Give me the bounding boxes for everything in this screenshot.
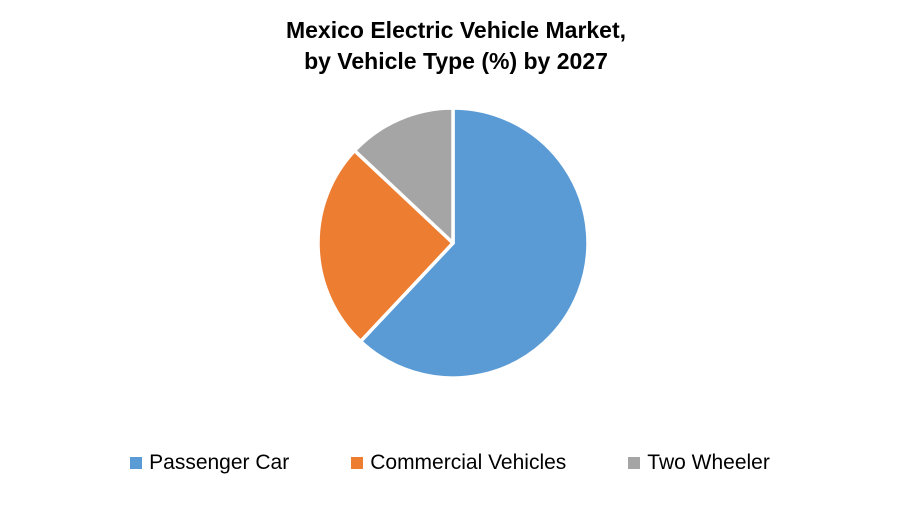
chart-title-line2: by Vehicle Type (%) by 2027 (304, 48, 608, 74)
legend-swatch-commercial-vehicles (351, 457, 364, 469)
pie-slice-two-wheeler (352, 106, 455, 245)
legend-label-commercial-vehicles: Commercial Vehicles (370, 451, 567, 474)
legend: Passenger Car Commercial Vehicles Two Wh… (0, 451, 900, 475)
chart-title-line1: Mexico Electric Vehicle Market, (285, 17, 627, 43)
pie-chart (316, 106, 590, 380)
legend-item-passenger-car: Passenger Car (130, 451, 289, 475)
pie-slice-commercial-vehicles (316, 148, 455, 344)
legend-swatch-two-wheeler (628, 457, 641, 469)
legend-item-two-wheeler: Two Wheeler (628, 451, 770, 475)
pie-slice-passenger-car (358, 106, 590, 380)
legend-label-two-wheeler: Two Wheeler (647, 451, 770, 474)
chart-title: Mexico Electric Vehicle Market, by Vehic… (12, 15, 900, 77)
legend-label-passenger-car: Passenger Car (149, 451, 290, 474)
legend-item-commercial-vehicles: Commercial Vehicles (351, 451, 566, 475)
legend-swatch-passenger-car (130, 457, 143, 469)
